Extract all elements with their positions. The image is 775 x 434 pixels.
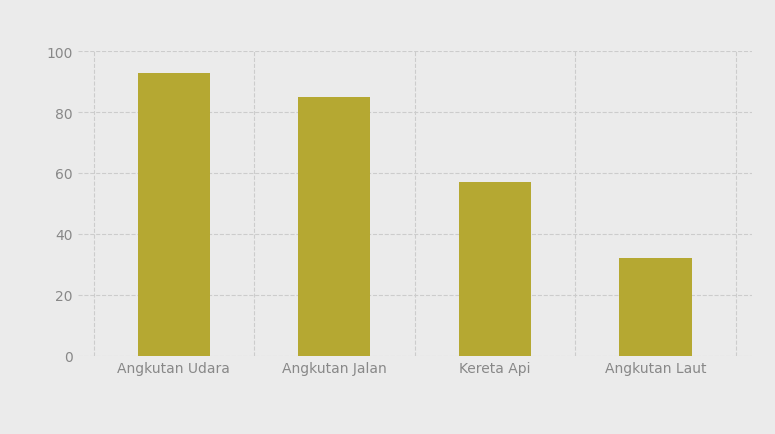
Bar — [619, 259, 691, 356]
Bar — [138, 73, 210, 356]
Bar — [298, 98, 370, 356]
Bar — [459, 183, 531, 356]
